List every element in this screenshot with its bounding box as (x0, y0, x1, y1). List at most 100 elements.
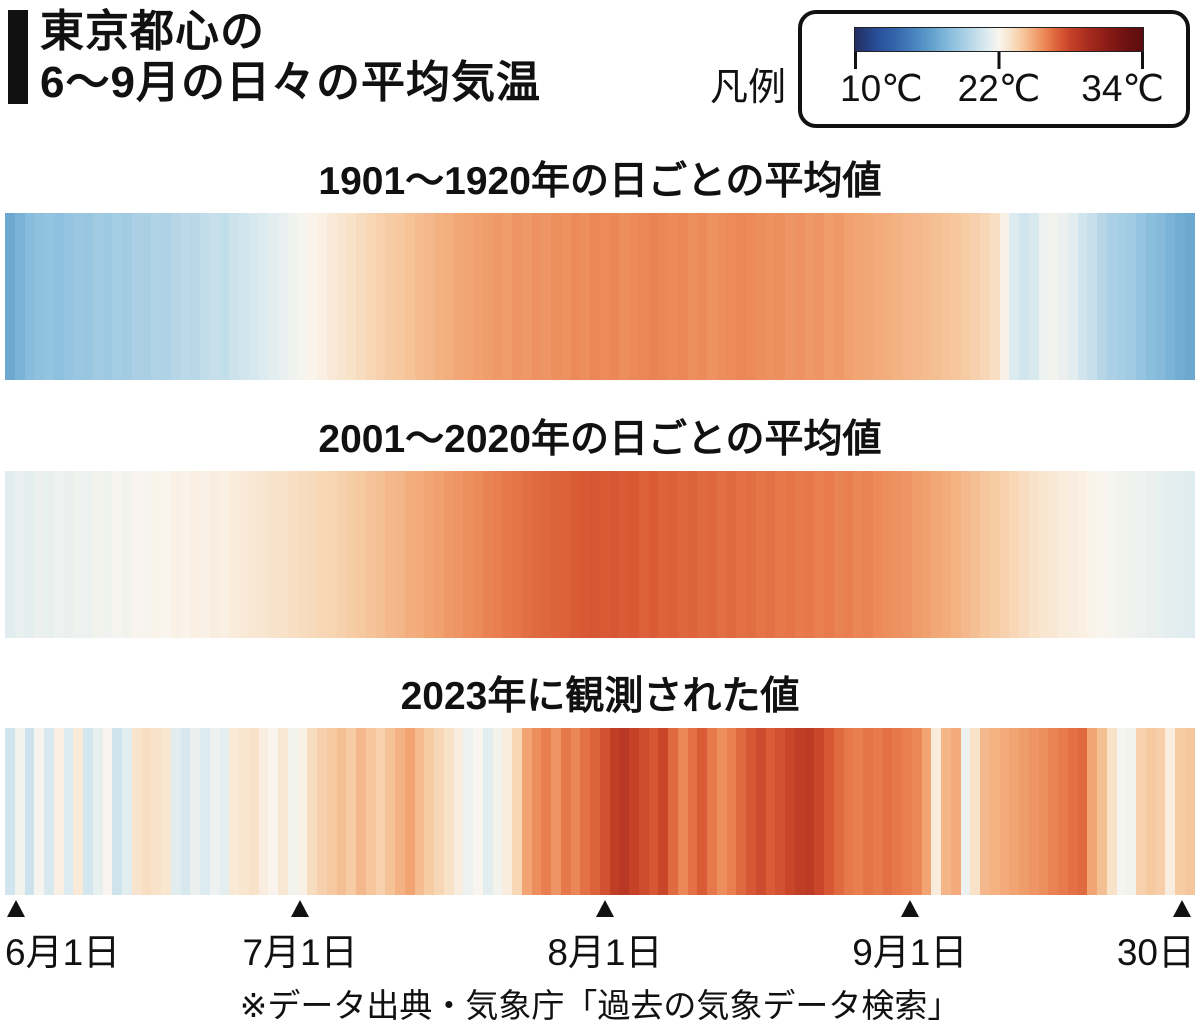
day-stripe (843, 213, 854, 380)
header: 東京都心の 6〜9月の日々の平均気温 凡例 10℃ 22℃ 34℃ (0, 0, 1200, 136)
day-stripe (122, 471, 132, 638)
day-stripe (804, 213, 815, 380)
day-stripe (170, 728, 181, 895)
day-stripe (1126, 728, 1136, 895)
day-stripe (794, 213, 805, 380)
day-stripe (53, 728, 64, 895)
day-stripe (151, 213, 161, 380)
day-stripe (131, 728, 142, 895)
day-stripe (775, 471, 785, 638)
day-stripe (911, 471, 922, 638)
day-stripe (482, 213, 493, 380)
day-stripe (258, 471, 269, 638)
day-stripe (1009, 728, 1019, 895)
day-stripe (648, 213, 659, 380)
day-stripe (287, 471, 298, 638)
day-stripe (560, 728, 571, 895)
day-stripe (307, 213, 317, 380)
day-stripe (190, 471, 200, 638)
day-stripe (200, 213, 210, 380)
day-stripe (765, 728, 776, 895)
day-stripe (560, 213, 571, 380)
day-stripe (239, 213, 249, 380)
day-stripe (1165, 213, 1175, 380)
day-stripe (1184, 471, 1195, 638)
day-stripe (804, 471, 815, 638)
day-stripe (1184, 728, 1195, 895)
day-stripe (1145, 471, 1156, 638)
day-stripe (531, 728, 542, 895)
day-stripe (473, 213, 483, 380)
day-stripe (83, 728, 93, 895)
day-stripe (658, 471, 668, 638)
day-stripe (911, 213, 922, 380)
day-stripe (853, 213, 863, 380)
day-stripe (668, 728, 678, 895)
day-stripe (697, 471, 707, 638)
day-stripe (424, 471, 434, 638)
day-stripe (677, 728, 688, 895)
day-stripe (502, 728, 512, 895)
day-stripe (814, 471, 824, 638)
day-stripe (151, 728, 161, 895)
day-stripe (804, 728, 815, 895)
day-stripe (278, 471, 288, 638)
day-stripe (648, 728, 659, 895)
day-stripe (395, 471, 405, 638)
day-stripe (1116, 471, 1127, 638)
day-stripe (14, 213, 25, 380)
day-stripe (1087, 471, 1097, 638)
day-stripe (14, 471, 25, 638)
day-stripe (765, 213, 776, 380)
day-stripe (5, 471, 15, 638)
day-stripe (950, 728, 961, 895)
day-stripe (92, 728, 103, 895)
day-stripe (278, 728, 288, 895)
day-stripe (73, 213, 83, 380)
day-stripe (570, 471, 581, 638)
day-stripe (1058, 728, 1068, 895)
day-stripe (570, 728, 581, 895)
day-stripe (911, 728, 922, 895)
day-stripe (697, 728, 707, 895)
legend-inner: 10℃ 22℃ 34℃ (840, 27, 1164, 116)
day-stripe (1184, 213, 1195, 380)
day-stripe (521, 728, 532, 895)
day-stripe (112, 213, 122, 380)
day-stripe (1077, 213, 1088, 380)
day-stripe (112, 471, 122, 638)
day-stripe (102, 213, 113, 380)
day-stripe (1067, 728, 1078, 895)
legend-tick-max (1141, 52, 1144, 69)
day-stripe (668, 213, 678, 380)
day-stripe (404, 471, 415, 638)
day-stripe (5, 213, 15, 380)
day-stripe (999, 213, 1010, 380)
legend-scale-max: 34℃ (1081, 68, 1164, 109)
day-stripe (151, 471, 161, 638)
day-stripe (1145, 728, 1156, 895)
day-stripe (892, 471, 902, 638)
day-stripe (599, 213, 610, 380)
day-stripe (317, 728, 327, 895)
day-stripe (785, 728, 795, 895)
day-stripe (1028, 213, 1039, 380)
day-stripe (960, 728, 971, 895)
title-block: 東京都心の 6〜9月の日々の平均気温 (8, 6, 541, 108)
page-title-line2: 6〜9月の日々の平均気温 (40, 58, 541, 108)
day-stripe (1097, 728, 1107, 895)
day-stripe (268, 471, 278, 638)
day-stripe (141, 213, 152, 380)
day-stripe (1097, 471, 1107, 638)
day-stripe (794, 728, 805, 895)
day-stripe (453, 471, 464, 638)
day-stripe (473, 728, 483, 895)
day-stripe (307, 471, 317, 638)
day-stripe (161, 471, 171, 638)
day-stripe (375, 471, 386, 638)
day-stripe (960, 213, 971, 380)
day-stripe (931, 213, 941, 380)
day-stripe (1145, 213, 1156, 380)
day-stripe (141, 728, 152, 895)
